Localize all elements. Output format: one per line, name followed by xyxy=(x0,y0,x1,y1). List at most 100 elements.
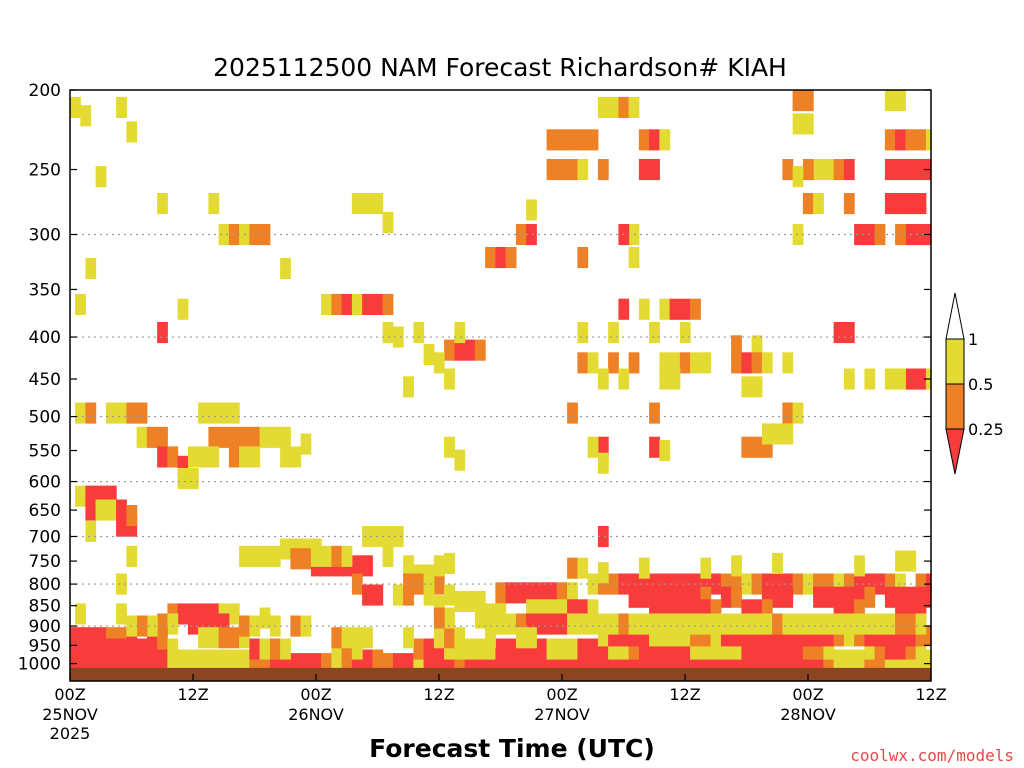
heatmap-cell xyxy=(70,627,76,649)
heatmap-cell xyxy=(741,649,753,671)
heatmap-cell xyxy=(843,649,855,671)
heatmap-cell xyxy=(556,649,568,671)
heatmap-cell xyxy=(444,339,455,361)
heatmap-cell xyxy=(218,613,230,635)
heatmap-cell xyxy=(884,625,896,647)
heatmap-cell xyxy=(700,573,712,595)
heatmap-cell xyxy=(597,649,609,671)
heatmap-cell xyxy=(741,625,753,647)
heatmap-cell xyxy=(813,625,824,647)
heatmap-cell xyxy=(669,649,681,671)
heatmap-cell xyxy=(659,638,671,660)
heatmap-cell xyxy=(915,573,927,595)
heatmap-cell xyxy=(70,96,81,118)
heatmap-cell xyxy=(618,298,630,320)
heatmap-cell xyxy=(608,322,619,344)
heatmap-cell xyxy=(464,339,476,361)
heatmap-cell xyxy=(679,649,691,671)
heatmap-cell xyxy=(546,599,558,621)
heatmap-cell xyxy=(915,368,927,390)
heatmap-cell xyxy=(761,638,773,660)
heatmap-cell xyxy=(895,613,906,635)
heatmap-cell xyxy=(95,638,107,660)
heatmap-cell xyxy=(741,376,753,398)
heatmap-cell xyxy=(915,625,927,647)
heatmap-cell xyxy=(444,552,455,574)
heatmap-cell xyxy=(577,638,589,660)
heatmap-cell xyxy=(772,573,783,595)
heatmap-cell xyxy=(75,638,86,660)
heatmap-cell xyxy=(382,653,394,675)
heatmap-cell xyxy=(905,159,917,181)
heatmap-cell xyxy=(444,368,455,390)
heatmap-cell xyxy=(454,449,466,471)
heatmap-cell xyxy=(85,402,97,424)
heatmap-cell xyxy=(761,423,773,445)
heatmap-cell xyxy=(802,638,814,660)
heatmap-cell xyxy=(259,224,271,246)
heatmap-cell xyxy=(679,638,691,660)
heatmap-cell xyxy=(843,322,855,344)
heatmap-cell xyxy=(823,159,835,181)
heatmap-cell xyxy=(239,627,250,649)
heatmap-cell xyxy=(772,552,783,574)
heatmap-cell xyxy=(679,322,691,344)
heatmap-cell xyxy=(444,627,455,649)
heatmap-cell xyxy=(177,455,189,477)
heatmap-cell xyxy=(485,638,496,660)
heatmap-cell xyxy=(515,613,527,635)
heatmap-cell xyxy=(700,557,712,579)
heatmap-cell xyxy=(792,166,804,188)
heatmap-cell xyxy=(577,247,589,269)
heatmap-cell xyxy=(444,584,455,606)
heatmap-cell xyxy=(95,485,107,507)
heatmap-cell xyxy=(761,625,773,647)
heatmap-cell xyxy=(228,446,240,468)
heatmap-cell xyxy=(474,649,486,671)
heatmap-cell xyxy=(895,550,906,572)
heatmap-cell xyxy=(618,368,630,390)
heatmap-cell xyxy=(146,426,158,448)
heatmap-cell xyxy=(372,649,384,671)
heatmap-cell xyxy=(700,625,712,647)
heatmap-cell xyxy=(587,613,599,635)
heatmap-cell xyxy=(843,159,855,181)
heatmap-cell xyxy=(597,159,609,181)
heatmap-cell xyxy=(649,586,660,608)
heatmap-cell xyxy=(331,638,343,660)
heatmap-cell xyxy=(444,436,455,458)
heatmap-cell xyxy=(628,586,640,608)
heatmap-cell xyxy=(915,613,927,635)
heatmap-cell xyxy=(874,649,886,671)
heatmap-cell xyxy=(290,615,302,637)
y-tick-label: 400 xyxy=(29,328,61,348)
heatmap-cell xyxy=(895,129,906,151)
heatmap-cell xyxy=(864,625,876,647)
legend-swatch xyxy=(945,383,965,430)
heatmap-cell xyxy=(321,653,332,675)
heatmap-cell xyxy=(423,564,435,586)
heatmap-cell xyxy=(321,545,332,567)
heatmap-cell xyxy=(382,545,394,567)
heatmap-cell xyxy=(792,113,804,135)
heatmap-cell xyxy=(587,436,599,458)
heatmap-cell xyxy=(905,625,917,647)
heatmap-cell xyxy=(515,638,527,660)
heatmap-cell xyxy=(228,627,240,649)
heatmap-cell xyxy=(690,613,701,635)
heatmap-cell xyxy=(792,402,804,424)
heatmap-cell xyxy=(751,573,763,595)
heatmap-cell xyxy=(126,649,138,671)
heatmap-cell xyxy=(608,625,619,647)
x-tick-label: 12Z xyxy=(177,685,208,704)
heatmap-cell xyxy=(362,555,373,577)
heatmap-cell xyxy=(751,352,763,374)
heatmap-cell xyxy=(495,247,507,269)
heatmap-cell xyxy=(628,649,640,671)
heatmap-cell xyxy=(895,159,906,181)
heatmap-cell xyxy=(577,599,589,621)
heatmap-cell xyxy=(157,193,168,215)
heatmap-cell xyxy=(208,627,220,649)
heatmap-cell xyxy=(280,653,291,675)
